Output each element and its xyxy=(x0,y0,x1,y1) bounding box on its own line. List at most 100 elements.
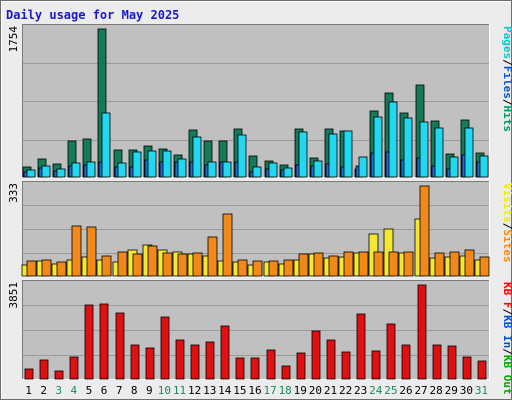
x-tick-label: 24 xyxy=(369,384,383,397)
x-tick-label: 6 xyxy=(101,384,108,397)
bar-pages xyxy=(343,130,353,178)
bar-sites xyxy=(283,259,294,277)
legend-separator: / xyxy=(501,309,512,316)
bar-sites xyxy=(222,213,233,277)
x-tick-label: 21 xyxy=(324,384,337,397)
y-max-label: 1754 xyxy=(7,26,20,53)
bar-pages xyxy=(192,136,202,178)
bar-sites xyxy=(86,226,97,277)
x-tick-label: 25 xyxy=(384,384,397,397)
bar-kb-f xyxy=(266,349,276,380)
bar-pages xyxy=(373,116,383,178)
bar-pages xyxy=(358,156,368,178)
bar-sites xyxy=(313,252,324,277)
x-tick-label: 29 xyxy=(445,384,458,397)
panels: 1754Pages/Files/Hits333Visits/Sites3851K… xyxy=(7,24,512,395)
bar-kb-f xyxy=(39,359,49,380)
bar-pages xyxy=(237,134,247,178)
bar-sites xyxy=(177,253,188,277)
x-tick-label: 8 xyxy=(131,384,138,397)
bar-pages xyxy=(41,165,51,178)
bar-kb-f xyxy=(190,344,200,380)
bar-pages xyxy=(117,162,127,178)
bar-kb-f xyxy=(24,368,34,380)
x-tick-label: 26 xyxy=(399,384,412,397)
bar-kb-f xyxy=(477,360,487,380)
bar-kb-f xyxy=(296,352,306,380)
bar-kb-f xyxy=(160,316,170,380)
y-max-label: 333 xyxy=(7,183,20,203)
legend-entry: Visits xyxy=(501,183,512,223)
bar-pages xyxy=(283,167,293,178)
x-tick-label: 15 xyxy=(233,384,246,397)
bar-kb-f xyxy=(175,339,185,380)
bar-sites xyxy=(26,260,37,277)
chart-title: Daily usage for May 2025 xyxy=(6,8,179,22)
bar-sites xyxy=(328,255,339,277)
bar-sites xyxy=(268,260,279,277)
x-tick-label: 4 xyxy=(71,384,78,397)
bar-sites xyxy=(358,251,369,277)
bar-pages xyxy=(86,161,96,178)
legend: Pages/Files/Hits xyxy=(501,26,512,132)
bar-pages xyxy=(479,155,489,178)
bar-sites xyxy=(252,260,263,277)
bar-pages xyxy=(71,162,81,178)
legend-separator: / xyxy=(501,348,512,355)
bar-sites xyxy=(388,251,399,277)
panel-2: 333 Visits/Sites xyxy=(7,181,512,277)
bar-sites xyxy=(479,256,490,277)
bar-sites xyxy=(132,253,143,277)
x-tick-label: 31 xyxy=(475,384,488,397)
x-tick-label: 23 xyxy=(354,384,367,397)
bar-sites xyxy=(117,251,128,277)
x-tick-label: 12 xyxy=(188,384,201,397)
bar-kb-f xyxy=(401,344,411,380)
legend-separator: / xyxy=(501,223,512,230)
legend-entry: Pages xyxy=(501,26,512,59)
bar-pages xyxy=(56,168,66,178)
bar-sites xyxy=(434,252,445,277)
bar-kb-f xyxy=(386,323,396,380)
bar-sites xyxy=(237,259,248,277)
x-tick-label: 18 xyxy=(279,384,292,397)
x-tick-label: 30 xyxy=(460,384,473,397)
bar-pages xyxy=(222,161,232,178)
x-tick-label: 28 xyxy=(430,384,443,397)
bar-pages xyxy=(26,169,36,178)
x-tick-label: 2 xyxy=(40,384,47,397)
bar-kb-f xyxy=(447,345,457,380)
x-tick-label: 13 xyxy=(203,384,216,397)
bar-sites xyxy=(101,255,112,277)
bar-sites xyxy=(403,251,414,277)
bar-sites xyxy=(373,251,384,277)
bar-kb-f xyxy=(356,313,366,380)
bar-pages xyxy=(434,127,444,178)
bar-pages xyxy=(252,166,262,178)
bar-kb-f xyxy=(311,330,321,380)
x-tick-label: 14 xyxy=(218,384,232,397)
x-tick-label: 17 xyxy=(263,384,276,397)
legend-entry: Files xyxy=(501,66,512,99)
x-tick-label: 19 xyxy=(294,384,307,397)
x-tick-label: 9 xyxy=(146,384,153,397)
legend-entry: KB In xyxy=(501,315,512,348)
bar-sites xyxy=(162,252,173,277)
bar-pages xyxy=(162,150,172,178)
bar-kb-f xyxy=(235,357,245,380)
bar-sites xyxy=(41,259,52,277)
bar-sites xyxy=(56,261,67,277)
bar-kb-f xyxy=(205,341,215,380)
x-axis-labels: 1 2 3 4 5 6 7 8 9 10 11 12 13 14 15 16 17 18 19 20 21 22 23 24 2… xyxy=(25,384,488,397)
bar-kb-f xyxy=(115,312,125,380)
bar-pages xyxy=(268,162,278,178)
bar-kb-f xyxy=(84,304,94,380)
bar-pages xyxy=(313,160,323,178)
x-tick-label: 16 xyxy=(248,384,261,397)
bar-kb-f xyxy=(281,365,291,380)
bar-sites xyxy=(192,252,203,277)
bar-pages xyxy=(388,101,398,178)
bar-kb-f xyxy=(130,344,140,380)
